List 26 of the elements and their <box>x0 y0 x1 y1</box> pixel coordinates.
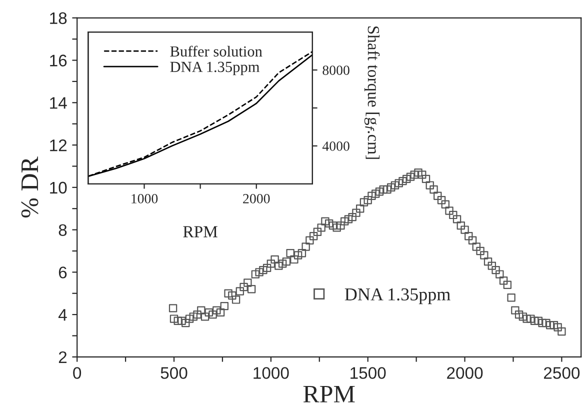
x-axis-title: RPM <box>303 386 355 402</box>
y-axis-title: % DR <box>21 156 38 218</box>
y2-tick-label: 8000 <box>322 66 350 75</box>
x-tick-label: 1500 <box>350 367 386 379</box>
x-tick-label: 1000 <box>132 194 158 204</box>
x-tick-label: 2500 <box>544 367 580 379</box>
x-tick-label: 500 <box>160 367 188 379</box>
y-tick-label: 4 <box>58 309 67 321</box>
y2-tick-label: 4000 <box>322 141 350 151</box>
y-tick-label: 8 <box>58 224 67 236</box>
y-tick-label: 12 <box>50 139 67 152</box>
legend-label: DNA 1.35ppm <box>170 62 260 76</box>
x-tick-label: 0 <box>73 367 82 379</box>
y-tick-label: 10 <box>50 182 67 194</box>
y2-axis-title: Shaft torque [g$_{f}$.cm] <box>364 26 380 159</box>
y-tick-label: 14 <box>50 97 67 109</box>
legend-label: Buffer solution <box>170 46 262 57</box>
x-axis-title: RPM <box>183 226 218 238</box>
y-tick-label: 2 <box>58 351 67 363</box>
legend-label: DNA 1.35ppm <box>344 288 450 304</box>
y-tick-label: 18 <box>50 12 67 24</box>
y-tick-label: 6 <box>58 266 67 278</box>
x-tick-label: 1000 <box>254 367 289 379</box>
x-tick-label: 2000 <box>243 194 270 204</box>
y-tick-label: 16 <box>50 54 67 66</box>
x-tick-label: 2000 <box>447 367 483 379</box>
